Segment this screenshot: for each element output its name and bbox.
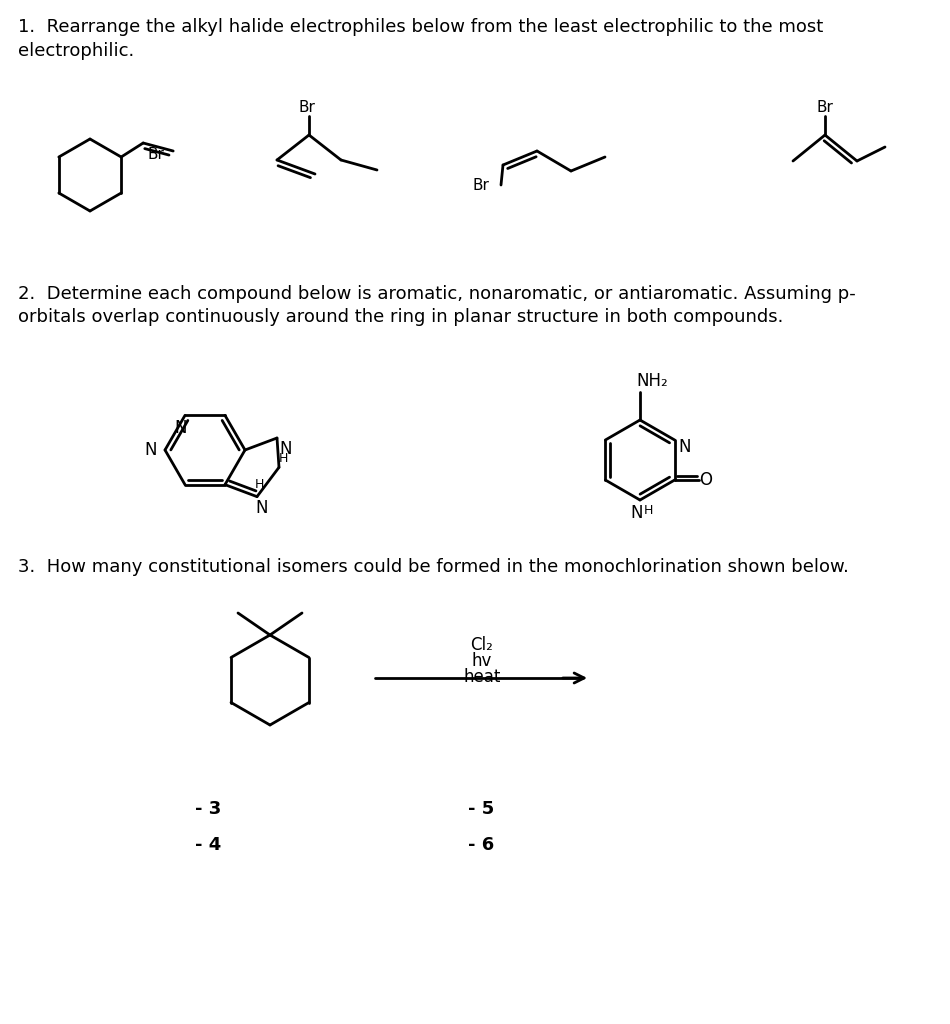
Text: hv: hv bbox=[472, 652, 492, 670]
Text: orbitals overlap continuously around the ring in planar structure in both compou: orbitals overlap continuously around the… bbox=[18, 308, 784, 326]
Text: N: N bbox=[144, 441, 157, 459]
Text: - 3: - 3 bbox=[195, 800, 221, 818]
Text: N: N bbox=[630, 504, 642, 522]
Text: N: N bbox=[678, 438, 692, 456]
Text: - 4: - 4 bbox=[195, 836, 221, 854]
Text: heat: heat bbox=[464, 668, 501, 686]
Text: 1.  Rearrange the alkyl halide electrophiles below from the least electrophilic : 1. Rearrange the alkyl halide electrophi… bbox=[18, 18, 824, 36]
Text: 2.  Determine each compound below is aromatic, nonaromatic, or antiaromatic. Ass: 2. Determine each compound below is arom… bbox=[18, 285, 856, 303]
Text: N: N bbox=[255, 499, 268, 517]
Text: NH₂: NH₂ bbox=[636, 372, 668, 390]
Text: 3.  How many constitutional isomers could be formed in the monochlorination show: 3. How many constitutional isomers could… bbox=[18, 558, 849, 575]
Text: N: N bbox=[279, 440, 292, 458]
Text: Cl₂: Cl₂ bbox=[470, 636, 493, 654]
Text: H: H bbox=[255, 477, 264, 490]
Text: - 5: - 5 bbox=[468, 800, 494, 818]
Text: H: H bbox=[644, 504, 654, 517]
Text: electrophilic.: electrophilic. bbox=[18, 42, 134, 60]
Text: Br: Br bbox=[816, 100, 833, 115]
Text: - 6: - 6 bbox=[468, 836, 494, 854]
Text: O: O bbox=[698, 471, 712, 489]
Text: N: N bbox=[175, 420, 187, 437]
Text: Br: Br bbox=[473, 177, 490, 193]
Text: Br: Br bbox=[299, 100, 315, 115]
Text: H: H bbox=[279, 452, 289, 465]
Text: Br: Br bbox=[147, 147, 164, 162]
